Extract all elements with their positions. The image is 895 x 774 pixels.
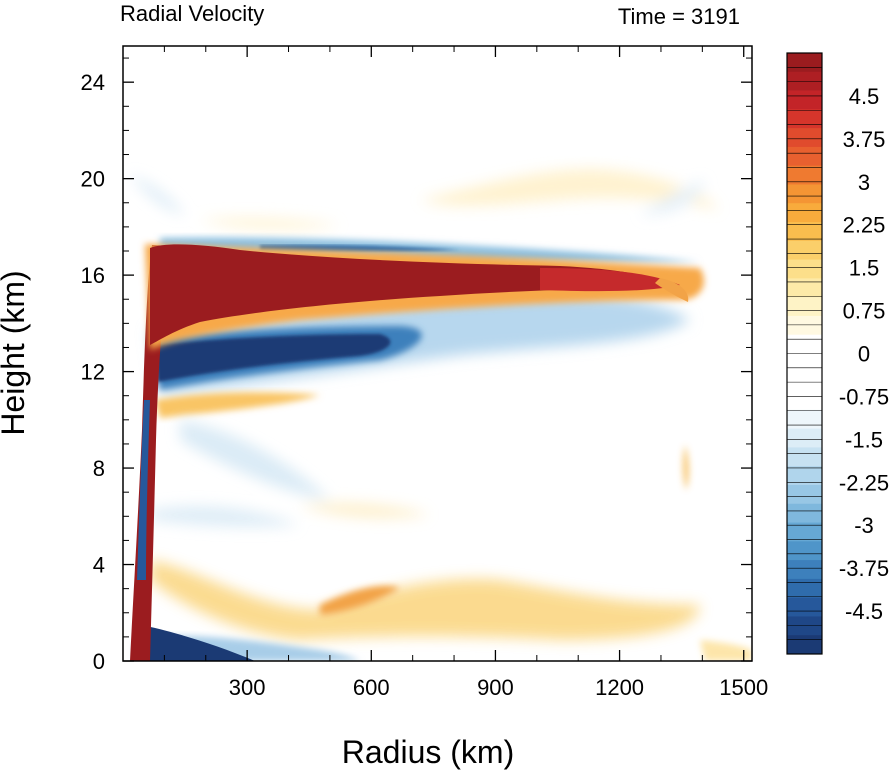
colorbar xyxy=(786,52,823,655)
low-level-outflow-core xyxy=(320,585,400,615)
x-tick-label: 900 xyxy=(477,675,514,700)
colorbar-cell xyxy=(787,353,822,373)
y-tick-label: 4 xyxy=(93,553,105,578)
colorbar-label: 0.75 xyxy=(843,299,886,324)
colorbar-label: -1.5 xyxy=(845,427,883,452)
colorbar-cell xyxy=(787,428,822,448)
plot-frame xyxy=(122,45,753,662)
colorbar-cell xyxy=(787,409,822,430)
boundary-layer-inflow xyxy=(134,624,255,661)
axis-tick-labels: 300 600 900 1200 1500 0 4 8 12 16 20 24 xyxy=(81,70,769,700)
x-tick-label: 1200 xyxy=(595,675,644,700)
colorbar-label: 1.5 xyxy=(849,256,880,281)
negative-layer-core xyxy=(260,244,460,252)
mid-level-outflow xyxy=(155,392,320,418)
x-tick-label: 300 xyxy=(229,675,266,700)
y-tick-label: 8 xyxy=(93,456,105,481)
right-edge-positive-low xyxy=(700,640,752,661)
x-tick-label: 1500 xyxy=(719,675,768,700)
time-label: Time = 3191 xyxy=(618,4,740,29)
colorbar-label: 2.25 xyxy=(843,213,886,238)
mid-negative-streak xyxy=(180,420,330,500)
colorbar-label: -3 xyxy=(854,513,874,538)
colorbar-label: -0.75 xyxy=(839,384,889,409)
outflow-tip xyxy=(655,278,689,302)
colorbar-cell xyxy=(787,222,822,242)
x-axis-label: Radius (km) xyxy=(342,734,514,770)
y-tick-label: 0 xyxy=(93,649,105,674)
colorbar-label: 3.75 xyxy=(843,127,886,152)
right-edge-positive xyxy=(682,445,689,490)
x-tick-label: 600 xyxy=(353,675,390,700)
axis-ticks xyxy=(123,46,752,662)
colorbar-cell xyxy=(787,146,822,167)
colorbar-cell xyxy=(787,597,822,617)
colorbar-cell xyxy=(787,90,822,110)
outflow-core xyxy=(150,244,660,345)
colorbar-cell xyxy=(787,240,822,260)
mid-positive-streak xyxy=(300,503,430,518)
colorbar-cell xyxy=(787,484,822,505)
colorbar-cell xyxy=(787,616,822,636)
plot-area: 300 600 900 1200 1500 0 4 8 12 16 20 24 xyxy=(81,45,769,700)
y-tick-label: 12 xyxy=(81,360,105,385)
eyewall-inflow-sliver xyxy=(137,400,150,580)
outflow-tongue xyxy=(540,268,680,292)
colorbar-label: 0 xyxy=(858,342,870,367)
low-level-outflow xyxy=(150,560,700,640)
colorbar-cell xyxy=(787,522,822,542)
colorbar-cell xyxy=(787,315,822,336)
colorbar-cell xyxy=(787,334,822,354)
colorbar-label: 3 xyxy=(858,170,870,195)
colorbar-cell xyxy=(787,635,822,655)
colorbar-cell xyxy=(787,447,822,467)
mid-negative-streak-2 xyxy=(150,505,300,528)
colorbar-cell xyxy=(787,297,822,317)
upper-positive-patch xyxy=(420,169,720,210)
colorbar-cell xyxy=(787,578,822,599)
colorbar-label: -2.25 xyxy=(839,470,889,495)
y-tick-label: 20 xyxy=(81,167,105,192)
colorbar-label: 4.5 xyxy=(849,84,880,109)
chart-title: Radial Velocity xyxy=(120,1,264,26)
colorbar-cell xyxy=(787,165,822,185)
colorbar-cell xyxy=(787,541,822,561)
colorbar-cell xyxy=(787,560,822,580)
upper-negative-patch xyxy=(130,175,185,215)
colorbar-cell xyxy=(787,53,822,73)
colorbar-cell xyxy=(787,128,822,148)
colorbar-cell xyxy=(787,203,822,223)
colorbar-label: -3.75 xyxy=(839,556,889,581)
colorbar-cell xyxy=(787,109,822,129)
colorbar-cell xyxy=(787,184,822,204)
y-axis-label: Height (km) xyxy=(0,270,31,435)
colorbar-labels: 4.5 3.75 3 2.25 1.5 0.75 0 -0.75 -1.5 -2.25 -3 -3.7… xyxy=(839,84,889,624)
colorbar-frame xyxy=(786,52,823,655)
colorbar-cell xyxy=(787,466,822,486)
colorbar-cell xyxy=(787,259,822,279)
inflow-band-core xyxy=(155,334,391,382)
colorbar-cell xyxy=(787,278,822,298)
colorbar-cell xyxy=(787,391,822,411)
colorbar-label: -4.5 xyxy=(845,599,883,624)
y-tick-label: 24 xyxy=(81,70,105,95)
upper-positive-patch-west xyxy=(200,217,340,230)
colorbar-cell xyxy=(787,503,822,523)
upper-negative-right xyxy=(640,180,705,215)
velocity-field xyxy=(130,169,752,661)
y-tick-label: 16 xyxy=(81,263,105,288)
